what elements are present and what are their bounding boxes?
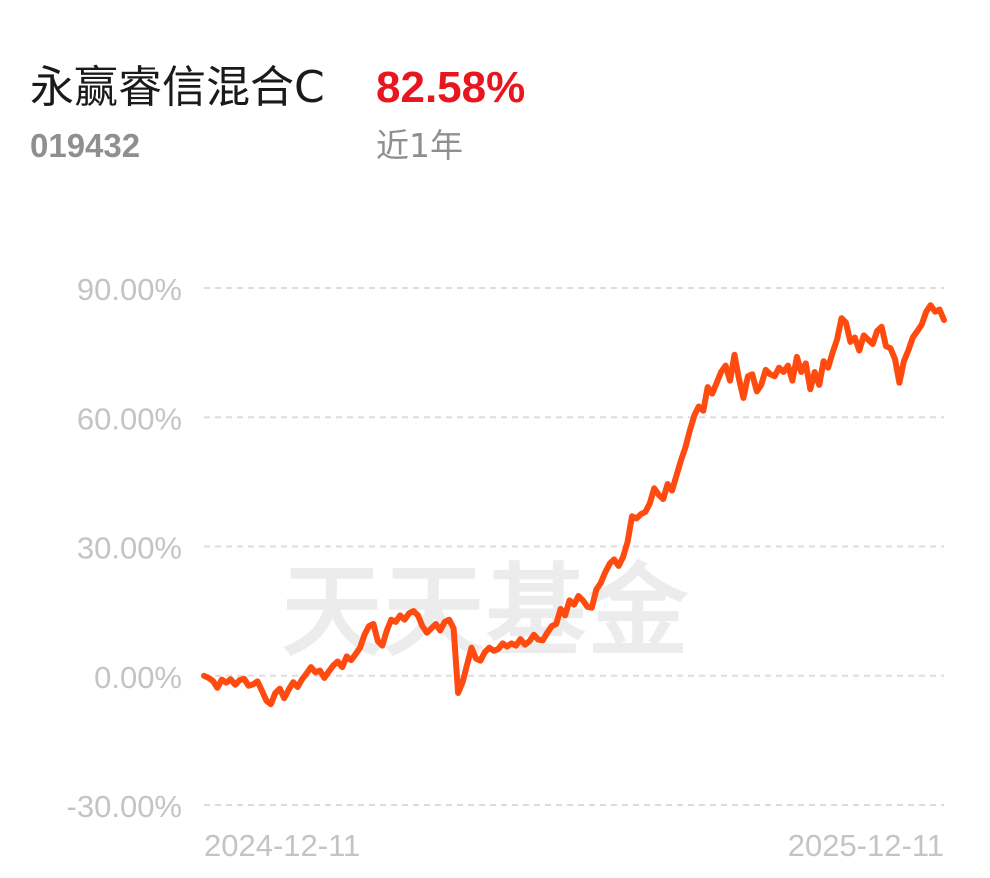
y-tick-label: 30.00% [77,531,182,566]
fund-return: 82.58% [376,63,526,112]
x-tick-label: 2025-12-11 [788,828,944,863]
y-axis-ticks: 90.00% 60.00% 30.00% 0.00% -30.00% [67,272,182,824]
x-axis-ticks: 2024-12-11 2025-12-11 [204,828,944,863]
y-tick-label: 60.00% [77,401,182,436]
y-tick-label: -30.00% [67,789,182,824]
y-tick-label: 0.00% [94,660,182,695]
grid-layer [204,287,944,806]
period-label: 近1年 [376,126,463,165]
x-tick-label: 2024-12-11 [204,828,360,863]
fund-name: 永赢睿信混合C [30,62,325,113]
y-tick-label: 90.00% [77,272,182,307]
fund-code: 019432 [30,127,141,164]
series-line [201,302,947,708]
